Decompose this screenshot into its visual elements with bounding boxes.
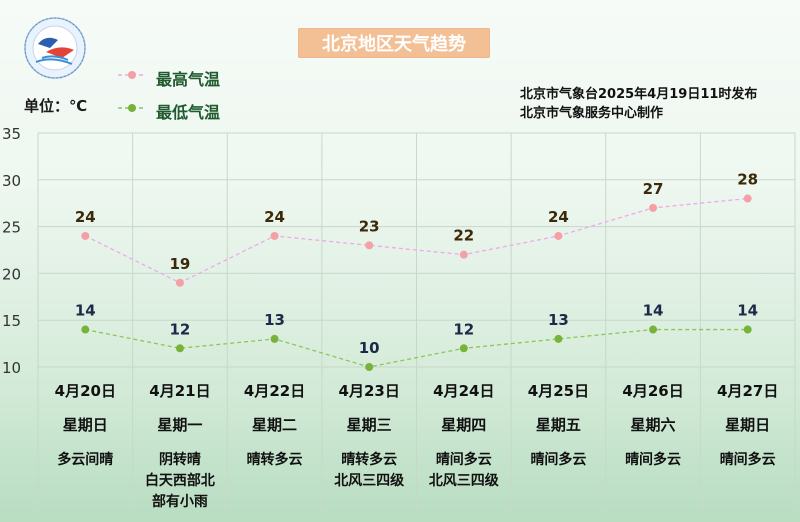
issuer-line-1: 北京市气象台2025年4月19日11时发布: [520, 87, 758, 102]
weather-label: 晴间多云: [720, 451, 776, 468]
data-label-low: 14: [75, 302, 96, 320]
data-label-high: 23: [359, 217, 380, 235]
series-point-low: [649, 325, 658, 334]
issuer-line-2: 北京市气象服务中心制作: [520, 106, 664, 121]
y-tick-label: 25: [2, 219, 21, 237]
series-point-low: [175, 344, 184, 353]
weather-label: 晴转多云: [341, 451, 397, 468]
data-label-high: 24: [75, 208, 96, 226]
series-point-high: [365, 241, 374, 250]
weekday-label: 星期六: [631, 416, 676, 434]
date-label: 4月27日: [717, 382, 778, 400]
weather-label: 北风三四级: [429, 472, 500, 489]
data-label-high: 19: [170, 255, 191, 273]
series-point-low: [365, 363, 374, 371]
series-point-high: [175, 278, 184, 287]
weather-label: 白天西部北: [145, 472, 215, 489]
series-point-high: [554, 231, 563, 240]
weekday-label: 星期三: [347, 416, 392, 434]
legend-high-marker: [128, 71, 136, 79]
date-label: 4月25日: [528, 382, 589, 400]
data-label-high: 22: [453, 227, 474, 245]
y-tick-label: 10: [2, 359, 21, 377]
series-point-low: [459, 344, 468, 353]
data-label-low: 12: [453, 320, 474, 338]
y-tick-label: 35: [2, 125, 21, 143]
series-point-low: [81, 325, 90, 334]
legend-high-label: 最高气温: [156, 70, 221, 89]
series-point-high: [743, 194, 752, 203]
date-label: 4月23日: [339, 382, 400, 400]
weather-label: 晴间多云: [436, 451, 492, 468]
chart-title: 北京地区天气趋势: [298, 28, 490, 58]
y-tick-label: 20: [2, 265, 21, 283]
data-label-low: 13: [264, 311, 285, 329]
data-label-high: 27: [643, 180, 664, 198]
data-label-high: 24: [264, 208, 285, 226]
weekday-label: 星期五: [536, 416, 581, 434]
date-label: 4月22日: [244, 382, 305, 400]
weekday-label: 星期二: [252, 416, 297, 434]
series-point-high: [270, 231, 279, 240]
data-label-high: 28: [737, 171, 758, 189]
data-label-low: 14: [643, 302, 664, 320]
data-label-low: 10: [359, 339, 380, 357]
weather-label: 阴转晴: [159, 451, 201, 468]
weekday-label: 星期日: [63, 416, 108, 434]
data-label-low: 14: [737, 302, 758, 320]
weather-label: 晴转多云: [247, 451, 303, 468]
weather-label: 多云间晴: [57, 451, 113, 468]
weekday-label: 星期四: [441, 416, 486, 434]
series-point-low: [743, 325, 752, 334]
series-point-high: [649, 203, 658, 212]
unit-label: 单位：℃: [24, 97, 88, 115]
meteorological-logo: [16, 14, 94, 82]
y-tick-label: 15: [2, 312, 21, 330]
series-point-low: [554, 334, 563, 343]
date-label: 4月26日: [622, 382, 683, 400]
weather-label: 晴间多云: [625, 451, 681, 468]
data-label-high: 24: [548, 208, 569, 226]
series-point-high: [459, 250, 468, 259]
data-label-low: 12: [170, 320, 191, 338]
weather-label: 北风三四级: [334, 472, 405, 489]
y-tick-label: 30: [2, 172, 21, 190]
series-point-low: [270, 334, 279, 343]
data-label-low: 13: [548, 311, 569, 329]
series-line-high: [85, 197, 748, 284]
date-label: 4月20日: [55, 382, 116, 400]
legend-low-label: 最低气温: [156, 103, 221, 122]
legend-low-marker: [128, 104, 136, 112]
weather-label: 晴间多云: [530, 451, 586, 468]
series-line-low: [85, 328, 748, 368]
series-point-high: [81, 231, 90, 240]
date-label: 4月21日: [149, 382, 210, 400]
weather-label: 部有小雨: [152, 493, 208, 510]
weekday-label: 星期日: [725, 416, 770, 434]
date-label: 4月24日: [433, 382, 494, 400]
weekday-label: 星期一: [157, 416, 202, 434]
